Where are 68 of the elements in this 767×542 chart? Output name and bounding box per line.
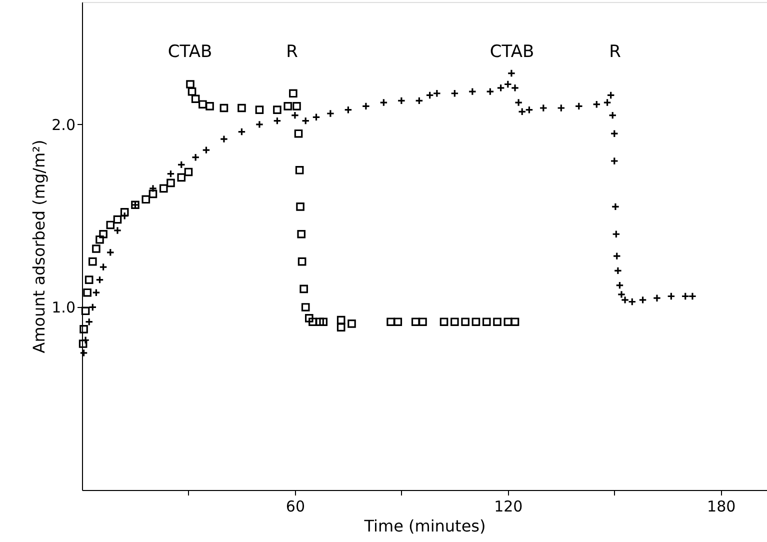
- point: [450, 318, 459, 326]
- point: [292, 102, 301, 110]
- y-tick-label: 2.0: [52, 116, 76, 134]
- point: [81, 306, 90, 316]
- point: [184, 168, 193, 176]
- point: [289, 89, 298, 98]
- point: [191, 94, 200, 104]
- point: [177, 173, 186, 182]
- x-tick-label: 60: [286, 498, 305, 516]
- annotation: R: [286, 42, 298, 62]
- point: [166, 178, 175, 188]
- point: [336, 323, 346, 332]
- point: [411, 318, 420, 326]
- point: [159, 184, 168, 193]
- point: [297, 230, 306, 238]
- point: [206, 102, 214, 110]
- point: [394, 318, 402, 326]
- point: [284, 102, 292, 110]
- point: [220, 104, 228, 112]
- annotation: CTAB: [490, 42, 534, 62]
- point: [148, 190, 158, 198]
- point: [142, 195, 150, 204]
- point: [295, 166, 304, 174]
- point: [418, 318, 427, 326]
- point: [348, 320, 356, 328]
- point: [78, 340, 88, 348]
- point: [198, 100, 207, 109]
- point: [88, 257, 97, 266]
- point: [188, 87, 196, 96]
- y-tick-label: 1.0: [52, 298, 76, 317]
- point: [298, 257, 306, 266]
- point: [296, 202, 304, 211]
- point: [472, 318, 480, 326]
- y-axis-title: Amount adsorbed (mg/m²): [30, 140, 49, 354]
- point: [255, 106, 264, 114]
- point: [113, 215, 122, 224]
- point: [131, 200, 140, 210]
- point: [92, 244, 100, 253]
- point: [99, 230, 108, 238]
- x-tick-label: 120: [494, 498, 523, 516]
- annotation: CTAB: [168, 42, 212, 62]
- point: [106, 220, 115, 230]
- point: [238, 104, 246, 112]
- point: [301, 303, 310, 312]
- point: [273, 106, 282, 114]
- point: [440, 318, 448, 326]
- point: [336, 316, 346, 324]
- point: [482, 318, 491, 326]
- point: [120, 208, 129, 216]
- point: [96, 235, 104, 244]
- point: [304, 314, 314, 322]
- point: [316, 318, 324, 326]
- point: [83, 288, 92, 297]
- x-axis-title: Time (minutes): [363, 516, 486, 536]
- annotation: R: [609, 42, 622, 62]
- point: [80, 325, 88, 334]
- point: [186, 80, 194, 88]
- point: [386, 318, 395, 326]
- point: [504, 318, 512, 326]
- point: [84, 276, 94, 284]
- point: [319, 318, 328, 326]
- point: [294, 129, 303, 138]
- point: [510, 318, 520, 326]
- point: [493, 318, 502, 326]
- point: [300, 284, 308, 294]
- point: [461, 318, 470, 326]
- point: [308, 318, 317, 326]
- x-tick-label: 180: [707, 498, 736, 516]
